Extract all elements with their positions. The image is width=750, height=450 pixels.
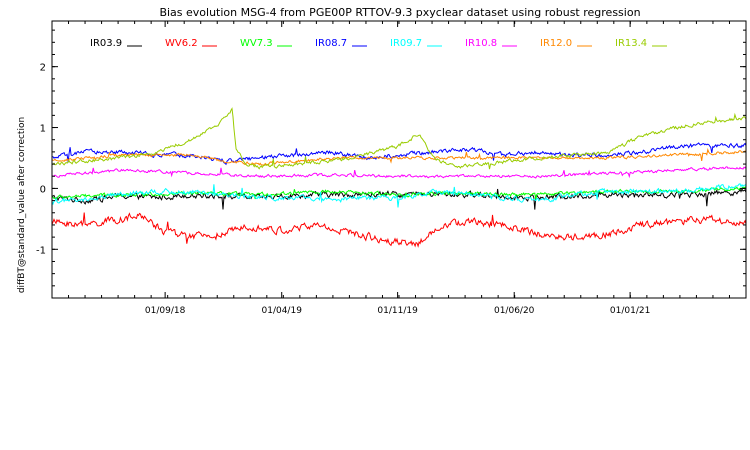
legend: IR03.9 WV6.2 WV7.3 IR08.7 IR09.7 IR10.8 IR12.0…: [90, 38, 667, 49]
series-line-ir108: [51, 166, 747, 179]
legend-label: IR10.8: [465, 38, 497, 49]
legend-label: IR08.7: [315, 38, 347, 49]
series-line-ir134: [51, 107, 747, 170]
series-line-ir087: [52, 142, 747, 166]
x-tick-label: 01/04/19: [262, 306, 303, 316]
series-layer: [51, 107, 747, 248]
series-line-ir097: [51, 183, 747, 208]
plot-frame: [51, 20, 747, 299]
x-tick-label: 01/01/21: [610, 306, 650, 316]
y-tick-label: -1: [36, 245, 46, 256]
series-line-ir039: [51, 187, 747, 210]
chart-title: Bias evolution MSG-4 from PGE00P RTTOV-9…: [159, 6, 640, 19]
series-line-wv62: [51, 212, 747, 248]
legend-label: IR03.9: [90, 38, 122, 49]
x-tick-label: 01/11/19: [377, 306, 418, 316]
legend-label: IR12.0: [540, 38, 572, 49]
axes: -1 0 1 2 01/09/18 01/04/19 01/11/19 01/06/20 01/…: [36, 21, 747, 316]
y-tick-label: 2: [40, 63, 46, 74]
legend-label: WV7.3: [240, 38, 273, 49]
series-line-wv73: [51, 186, 747, 200]
legend-label: IR13.4: [615, 38, 647, 49]
y-tick-label: 1: [40, 124, 46, 135]
legend-label: IR09.7: [390, 38, 422, 49]
series-line-ir120: [51, 147, 747, 166]
legend-label: WV6.2: [165, 38, 198, 49]
x-tick-label: 01/06/20: [494, 306, 535, 316]
y-axis-label: diffBT@standard_value after correction: [17, 117, 27, 293]
x-tick-label: 01/09/18: [145, 306, 186, 316]
y-tick-label: 0: [40, 184, 46, 195]
